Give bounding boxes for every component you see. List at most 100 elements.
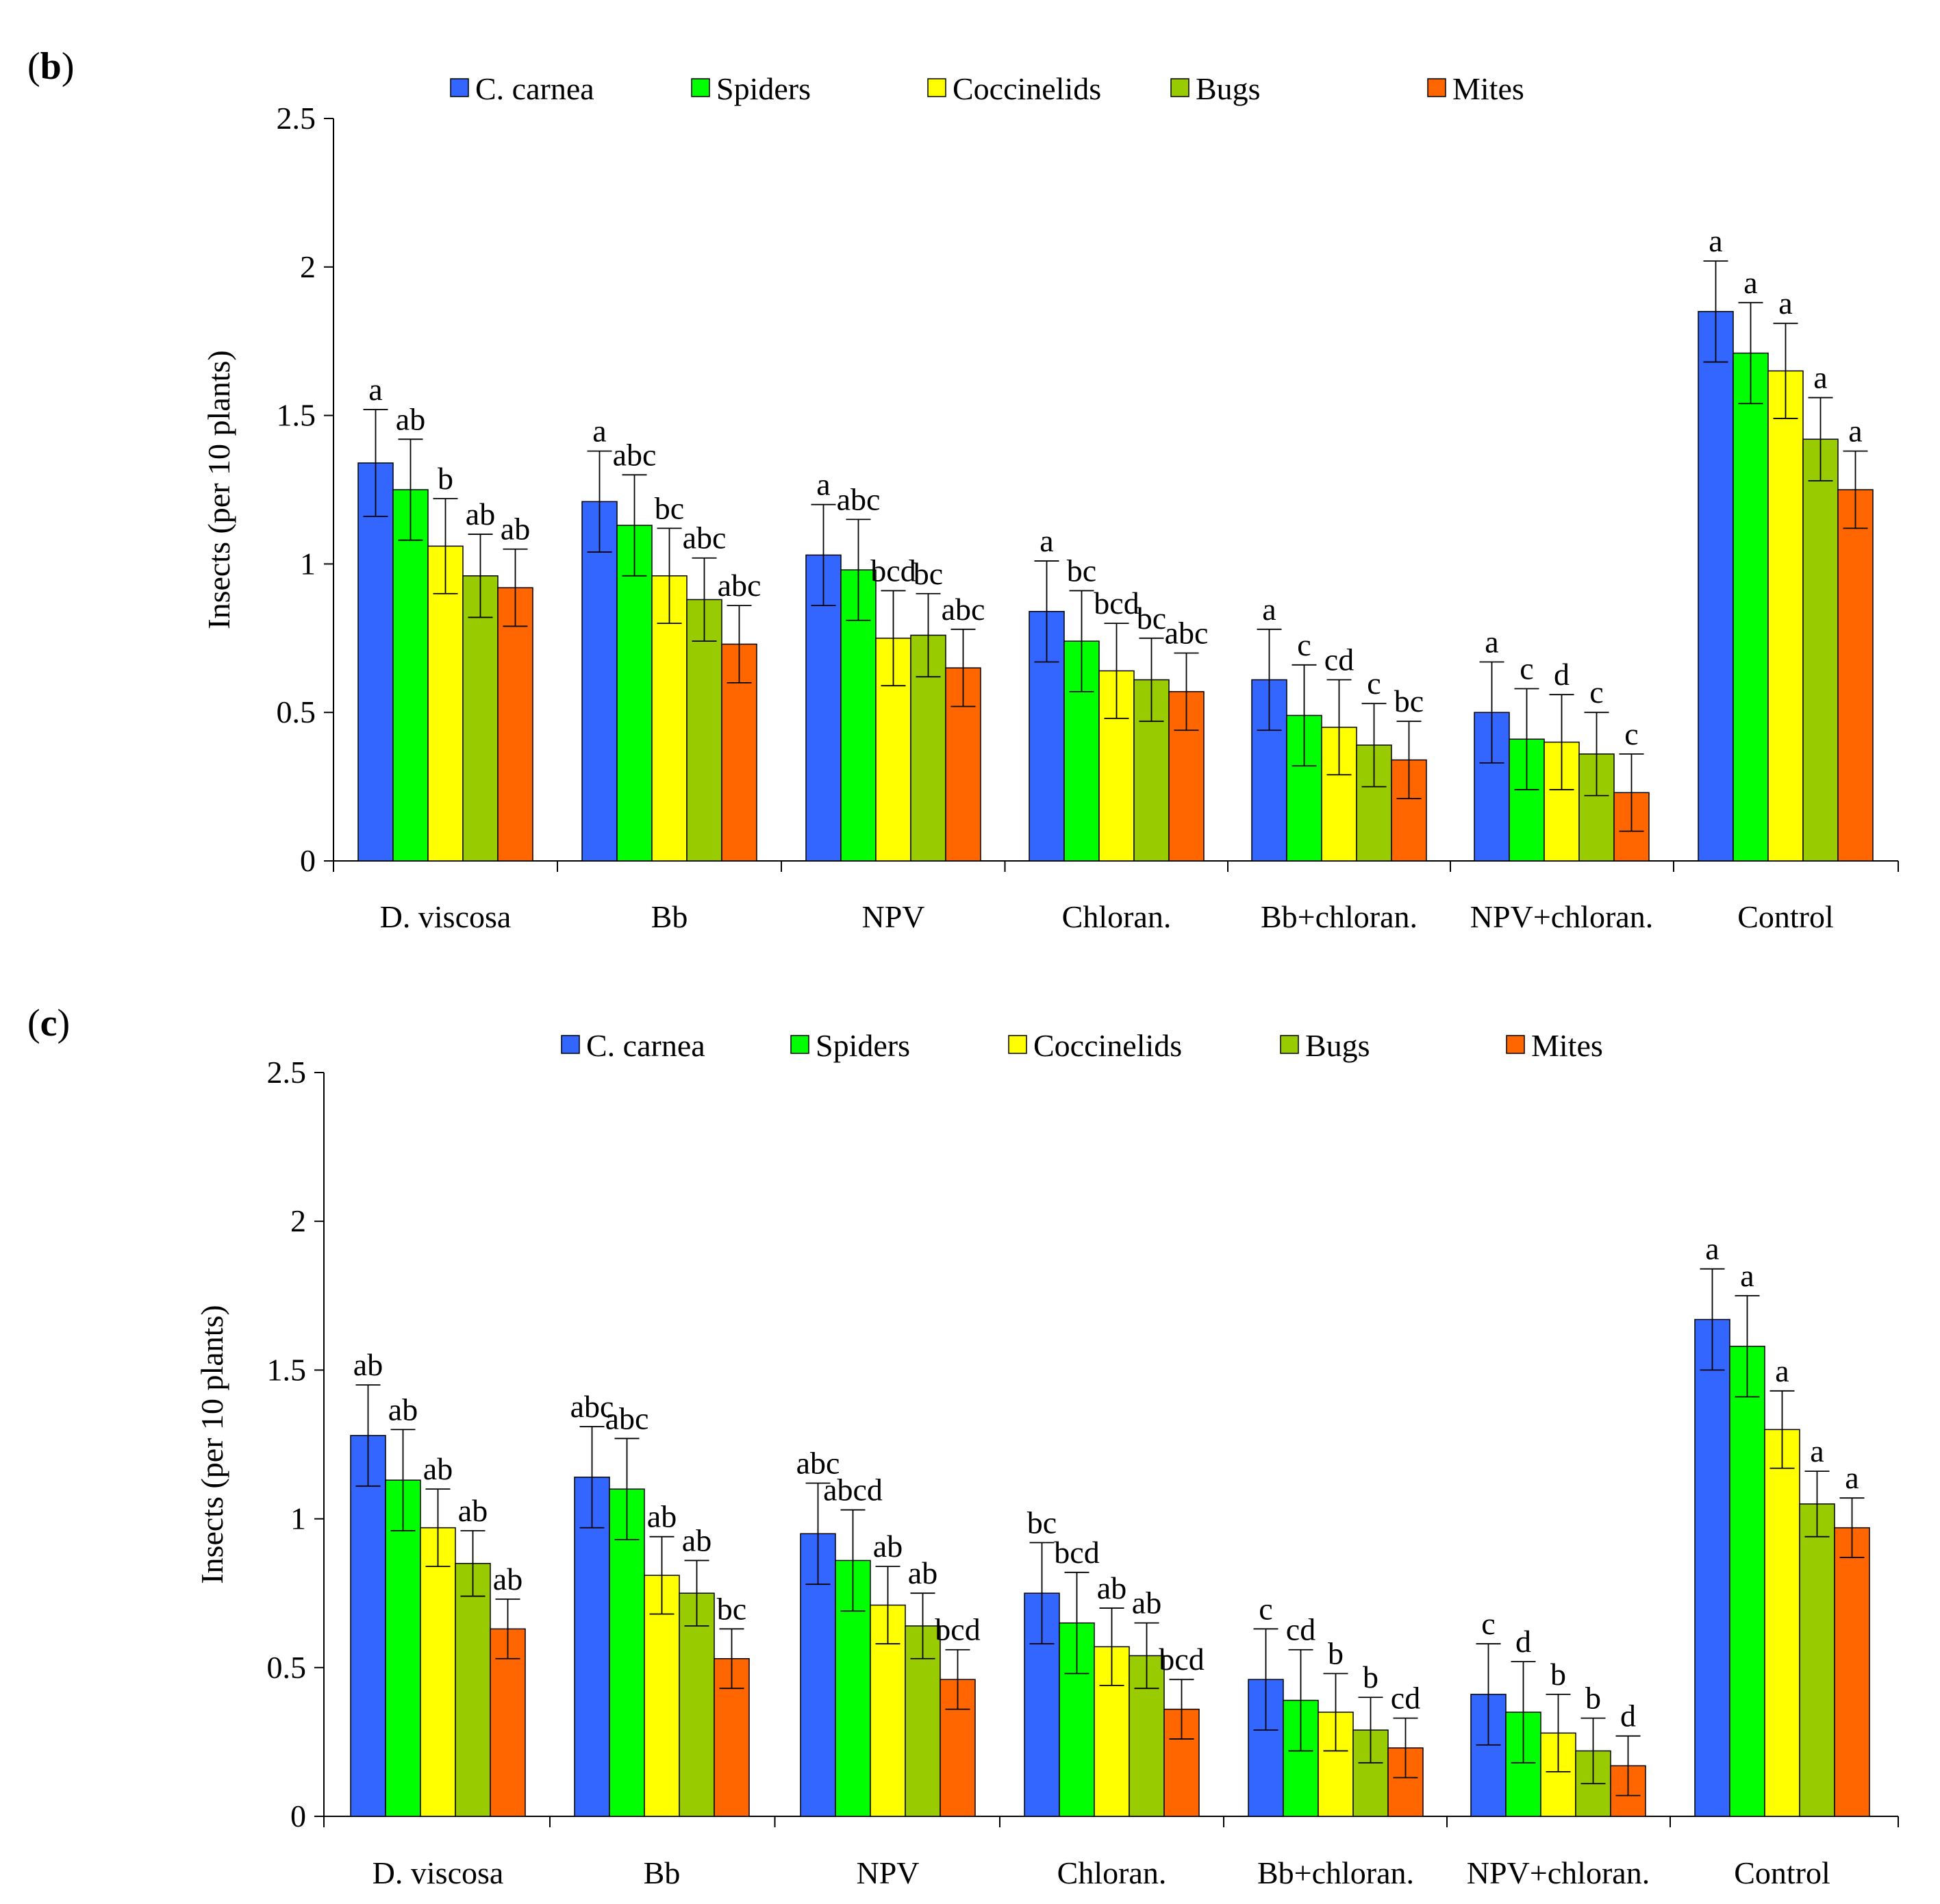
legend-label: Mites (1531, 1028, 1603, 1063)
chart-panel-b: (b)C. carnea Spiders Coccinelids Bugs Mites0… (27, 45, 1899, 934)
legend-swatch (1280, 1035, 1299, 1054)
significance-letter: a (1740, 1258, 1754, 1293)
significance-letter: bc (1137, 601, 1166, 636)
bar (490, 1628, 526, 1817)
significance-letter: abc (570, 1389, 614, 1424)
x-tick-label: Control (1737, 899, 1834, 934)
significance-letter: c (1367, 666, 1381, 701)
significance-letter: a (1709, 223, 1722, 258)
significance-letter: a (816, 467, 830, 502)
bar (1799, 1503, 1835, 1817)
legend-swatch (1427, 78, 1446, 97)
significance-letter: bc (1394, 684, 1424, 718)
significance-letter: b (1585, 1681, 1601, 1716)
chart-panel-c: (c)C. carnea Spiders Coccinelids Bugs Mites0… (27, 1002, 1899, 1890)
x-tick-label: Bb+chloran. (1257, 1855, 1414, 1890)
significance-letter: abc (613, 437, 657, 472)
significance-letter: ab (501, 512, 530, 547)
significance-letter: ab (908, 1555, 937, 1590)
y-tick-label: 2.5 (277, 101, 316, 136)
legend-label: Spiders (816, 1028, 910, 1063)
bar (679, 1592, 715, 1817)
significance-letter: cd (1324, 642, 1354, 677)
x-tick-label: D. viscosa (380, 899, 512, 934)
significance-letter: bcd (870, 553, 916, 588)
panel-label: (c) (27, 1002, 70, 1044)
significance-letter: abc (837, 481, 881, 516)
x-tick-label: NPV+chloran. (1470, 899, 1653, 934)
significance-letter: cd (1286, 1612, 1315, 1647)
y-axis-title: Insects (per 10 plants) (194, 1305, 229, 1584)
significance-letter: bcd (1054, 1535, 1099, 1570)
legend-swatch (691, 78, 710, 97)
significance-letter: a (1848, 414, 1862, 449)
bar (1837, 489, 1874, 862)
significance-letter: abc (1165, 615, 1209, 650)
significance-letter: a (1743, 265, 1757, 300)
significance-letter: bcd (1094, 586, 1139, 621)
significance-letter: a (1040, 523, 1053, 558)
bar (462, 575, 499, 862)
significance-letter: b (438, 461, 453, 496)
significance-letter: bc (1027, 1505, 1057, 1540)
bar (1729, 1345, 1765, 1817)
legend-swatch (790, 1035, 809, 1054)
legend-label: Spiders (716, 71, 811, 106)
y-tick-label: 0 (290, 1799, 306, 1833)
legend-label: Bugs (1305, 1028, 1370, 1063)
significance-letter: ab (1132, 1586, 1161, 1620)
y-tick-label: 0.5 (277, 694, 316, 729)
significance-letter: c (1520, 651, 1533, 686)
significance-letter: ab (353, 1347, 383, 1382)
y-tick-label: 1 (300, 546, 316, 581)
bar (420, 1527, 456, 1817)
significance-letter: ab (493, 1562, 522, 1596)
x-tick-label: Chloran. (1057, 1855, 1167, 1890)
bar (1834, 1527, 1870, 1817)
x-tick-label: Bb (644, 1855, 681, 1890)
legend-label: Coccinelids (953, 71, 1101, 106)
x-tick-label: Bb (651, 899, 688, 934)
significance-letter: ab (1097, 1570, 1126, 1605)
legend-swatch (1170, 78, 1189, 97)
bar (574, 1477, 610, 1817)
significance-letter: a (1705, 1231, 1719, 1266)
significance-letter: bc (914, 556, 943, 591)
panel-label-close: ) (62, 45, 75, 88)
significance-letter: abc (683, 521, 727, 555)
significance-letter: a (368, 372, 382, 407)
significance-letter: ab (682, 1523, 711, 1557)
bar (392, 489, 429, 862)
significance-letter: abcd (823, 1473, 883, 1507)
significance-letter: d (1515, 1624, 1531, 1659)
significance-letter: bcd (1159, 1642, 1204, 1677)
x-tick-label: Chloran. (1062, 899, 1172, 934)
y-tick-label: 2 (290, 1203, 306, 1238)
significance-letter: a (1810, 1433, 1824, 1468)
x-tick-label: D. viscosa (373, 1855, 504, 1890)
significance-letter: a (1775, 1353, 1789, 1388)
bar (1764, 1429, 1800, 1817)
y-tick-label: 1.5 (277, 398, 316, 433)
significance-letter: bc (655, 490, 684, 525)
panel-label-open: ( (27, 1002, 40, 1044)
x-tick-label: Control (1734, 1855, 1830, 1890)
y-tick-label: 0 (300, 843, 316, 878)
x-tick-label: NPV (861, 899, 924, 934)
y-tick-label: 2 (300, 249, 316, 284)
significance-letter: c (1624, 716, 1638, 751)
bar (1802, 438, 1839, 862)
significance-letter: c (1259, 1591, 1272, 1626)
significance-letter: ab (396, 401, 425, 436)
significance-letter: b (1550, 1657, 1566, 1692)
significance-letter: d (1620, 1699, 1636, 1733)
significance-letter: a (1485, 624, 1498, 659)
bar (1694, 1318, 1730, 1817)
significance-letter: ab (647, 1499, 677, 1534)
bar (350, 1435, 386, 1817)
significance-letter: ab (388, 1392, 418, 1427)
legend-label: Mites (1452, 71, 1524, 106)
legend-swatch (1506, 1035, 1525, 1054)
significance-letter: a (1778, 286, 1792, 321)
significance-letter: bc (717, 1591, 746, 1626)
